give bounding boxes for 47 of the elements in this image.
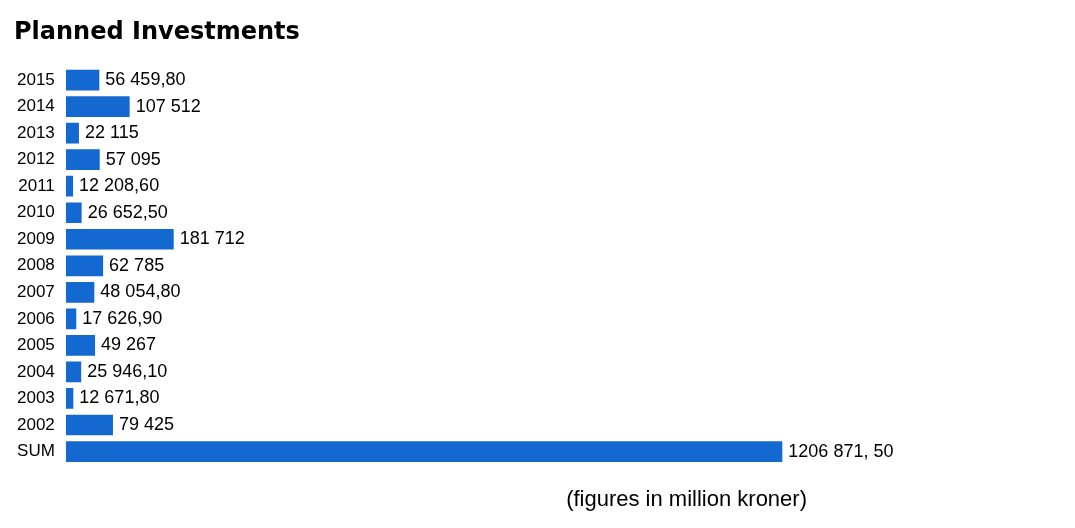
bar [65, 414, 113, 436]
y-tick-label: 2008 [16, 255, 55, 275]
y-tick-label: 2003 [16, 388, 55, 408]
bar [65, 122, 79, 144]
y-tick-label: 2012 [16, 149, 55, 169]
data-label: 17 626,90 [82, 307, 163, 328]
y-tick-label: 2013 [16, 122, 55, 142]
data-label: 49 267 [101, 334, 157, 355]
bar [65, 308, 77, 330]
y-tick-label: SUM [17, 441, 55, 461]
bar [65, 361, 82, 383]
bar [65, 388, 74, 409]
bar [65, 441, 783, 462]
bar [65, 149, 100, 171]
text: (figures in million kroner) [565, 486, 808, 512]
bar [65, 96, 130, 117]
y-tick-label: 2010 [16, 202, 55, 222]
data-label: 57 095 [105, 148, 161, 169]
data-label: 56 459,80 [105, 69, 186, 90]
bar [65, 69, 100, 91]
y-tick-label: 2014 [16, 96, 55, 116]
bar [65, 335, 96, 356]
bar [65, 281, 95, 303]
data-label: 25 946,10 [87, 360, 168, 381]
y-tick-label: 2009 [16, 228, 55, 248]
data-label: 181 712 [179, 228, 245, 249]
data-label: 79 425 [118, 413, 175, 434]
data-label: 48 054,80 [100, 281, 181, 302]
y-tick-label: 2011 [18, 175, 55, 195]
y-tick-label: 2006 [16, 308, 55, 328]
bar [65, 228, 174, 250]
y-tick-label: 2002 [16, 414, 55, 434]
data-label: 12 208,60 [79, 175, 160, 196]
chart-title: Planned Investments [14, 16, 300, 45]
data-label: 26 652,50 [87, 201, 168, 222]
data-label: 12 671,80 [79, 387, 160, 408]
data-label: 1206 871, 50 [788, 440, 894, 461]
data-label: 22 115 [84, 122, 139, 143]
y-tick-label: 2005 [16, 335, 55, 355]
data-label: 62 785 [109, 254, 165, 275]
y-tick-label: 2004 [16, 361, 55, 381]
data-label: 107 512 [135, 95, 201, 116]
y-tick-label: 2015 [16, 69, 55, 89]
bar [65, 255, 104, 277]
y-tick-label: 2007 [16, 282, 55, 302]
bar [65, 202, 82, 224]
bar [65, 175, 74, 197]
